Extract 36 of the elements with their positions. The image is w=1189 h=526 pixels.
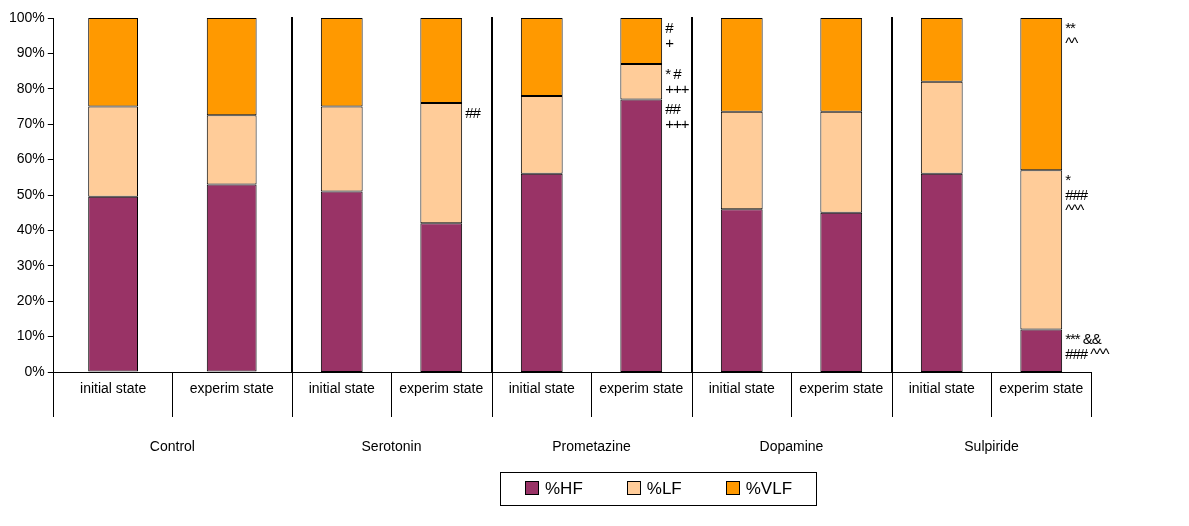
- annotation: *** && ### ^^^: [1065, 330, 1110, 363]
- y-tick-label: 80%: [16, 79, 45, 96]
- y-tick-label: 90%: [16, 44, 45, 61]
- x-tick-label: initial state: [908, 380, 976, 397]
- y-tick-label: 30%: [16, 256, 45, 273]
- legend-label: %LF: [645, 479, 682, 499]
- x-tick-label: experim state: [799, 380, 884, 397]
- y-tick-label: 20%: [16, 292, 45, 309]
- y-tick-label: 70%: [16, 115, 45, 132]
- x-axis-title: Prometazine: [552, 438, 632, 455]
- legend-label: %HF: [544, 479, 583, 499]
- x-tick-label: initial state: [80, 380, 147, 397]
- x-axis-title: Sulpiride: [964, 438, 1019, 455]
- x-axis-title: Serotonin: [361, 438, 422, 455]
- annotation: # +: [665, 18, 675, 51]
- annotation: * # +++: [665, 64, 690, 97]
- annotation: ## +++: [665, 100, 690, 133]
- y-tick-label: 10%: [16, 327, 45, 344]
- legend-label: %VLF: [744, 479, 793, 499]
- x-axis-title: Control: [149, 438, 195, 455]
- y-tick-label: 0%: [24, 362, 45, 379]
- x-tick-label: experim state: [189, 380, 274, 397]
- x-tick-label: initial state: [508, 380, 576, 397]
- x-axis-title: Dopamine: [759, 438, 824, 455]
- x-tick-label: experim state: [599, 380, 684, 397]
- y-tick-label: 40%: [16, 221, 45, 238]
- annotation: ** ^^: [1065, 18, 1079, 51]
- y-tick-label: 100%: [8, 8, 45, 25]
- x-tick-label: initial state: [708, 380, 776, 397]
- y-tick-label: 60%: [16, 150, 45, 167]
- annotation: ##: [465, 103, 482, 121]
- x-tick-label: experim state: [999, 380, 1084, 397]
- x-tick-label: initial state: [308, 380, 376, 397]
- annotation: * ### ^^^: [1065, 170, 1089, 218]
- x-tick-label: experim state: [399, 380, 484, 397]
- y-tick-label: 50%: [16, 185, 45, 202]
